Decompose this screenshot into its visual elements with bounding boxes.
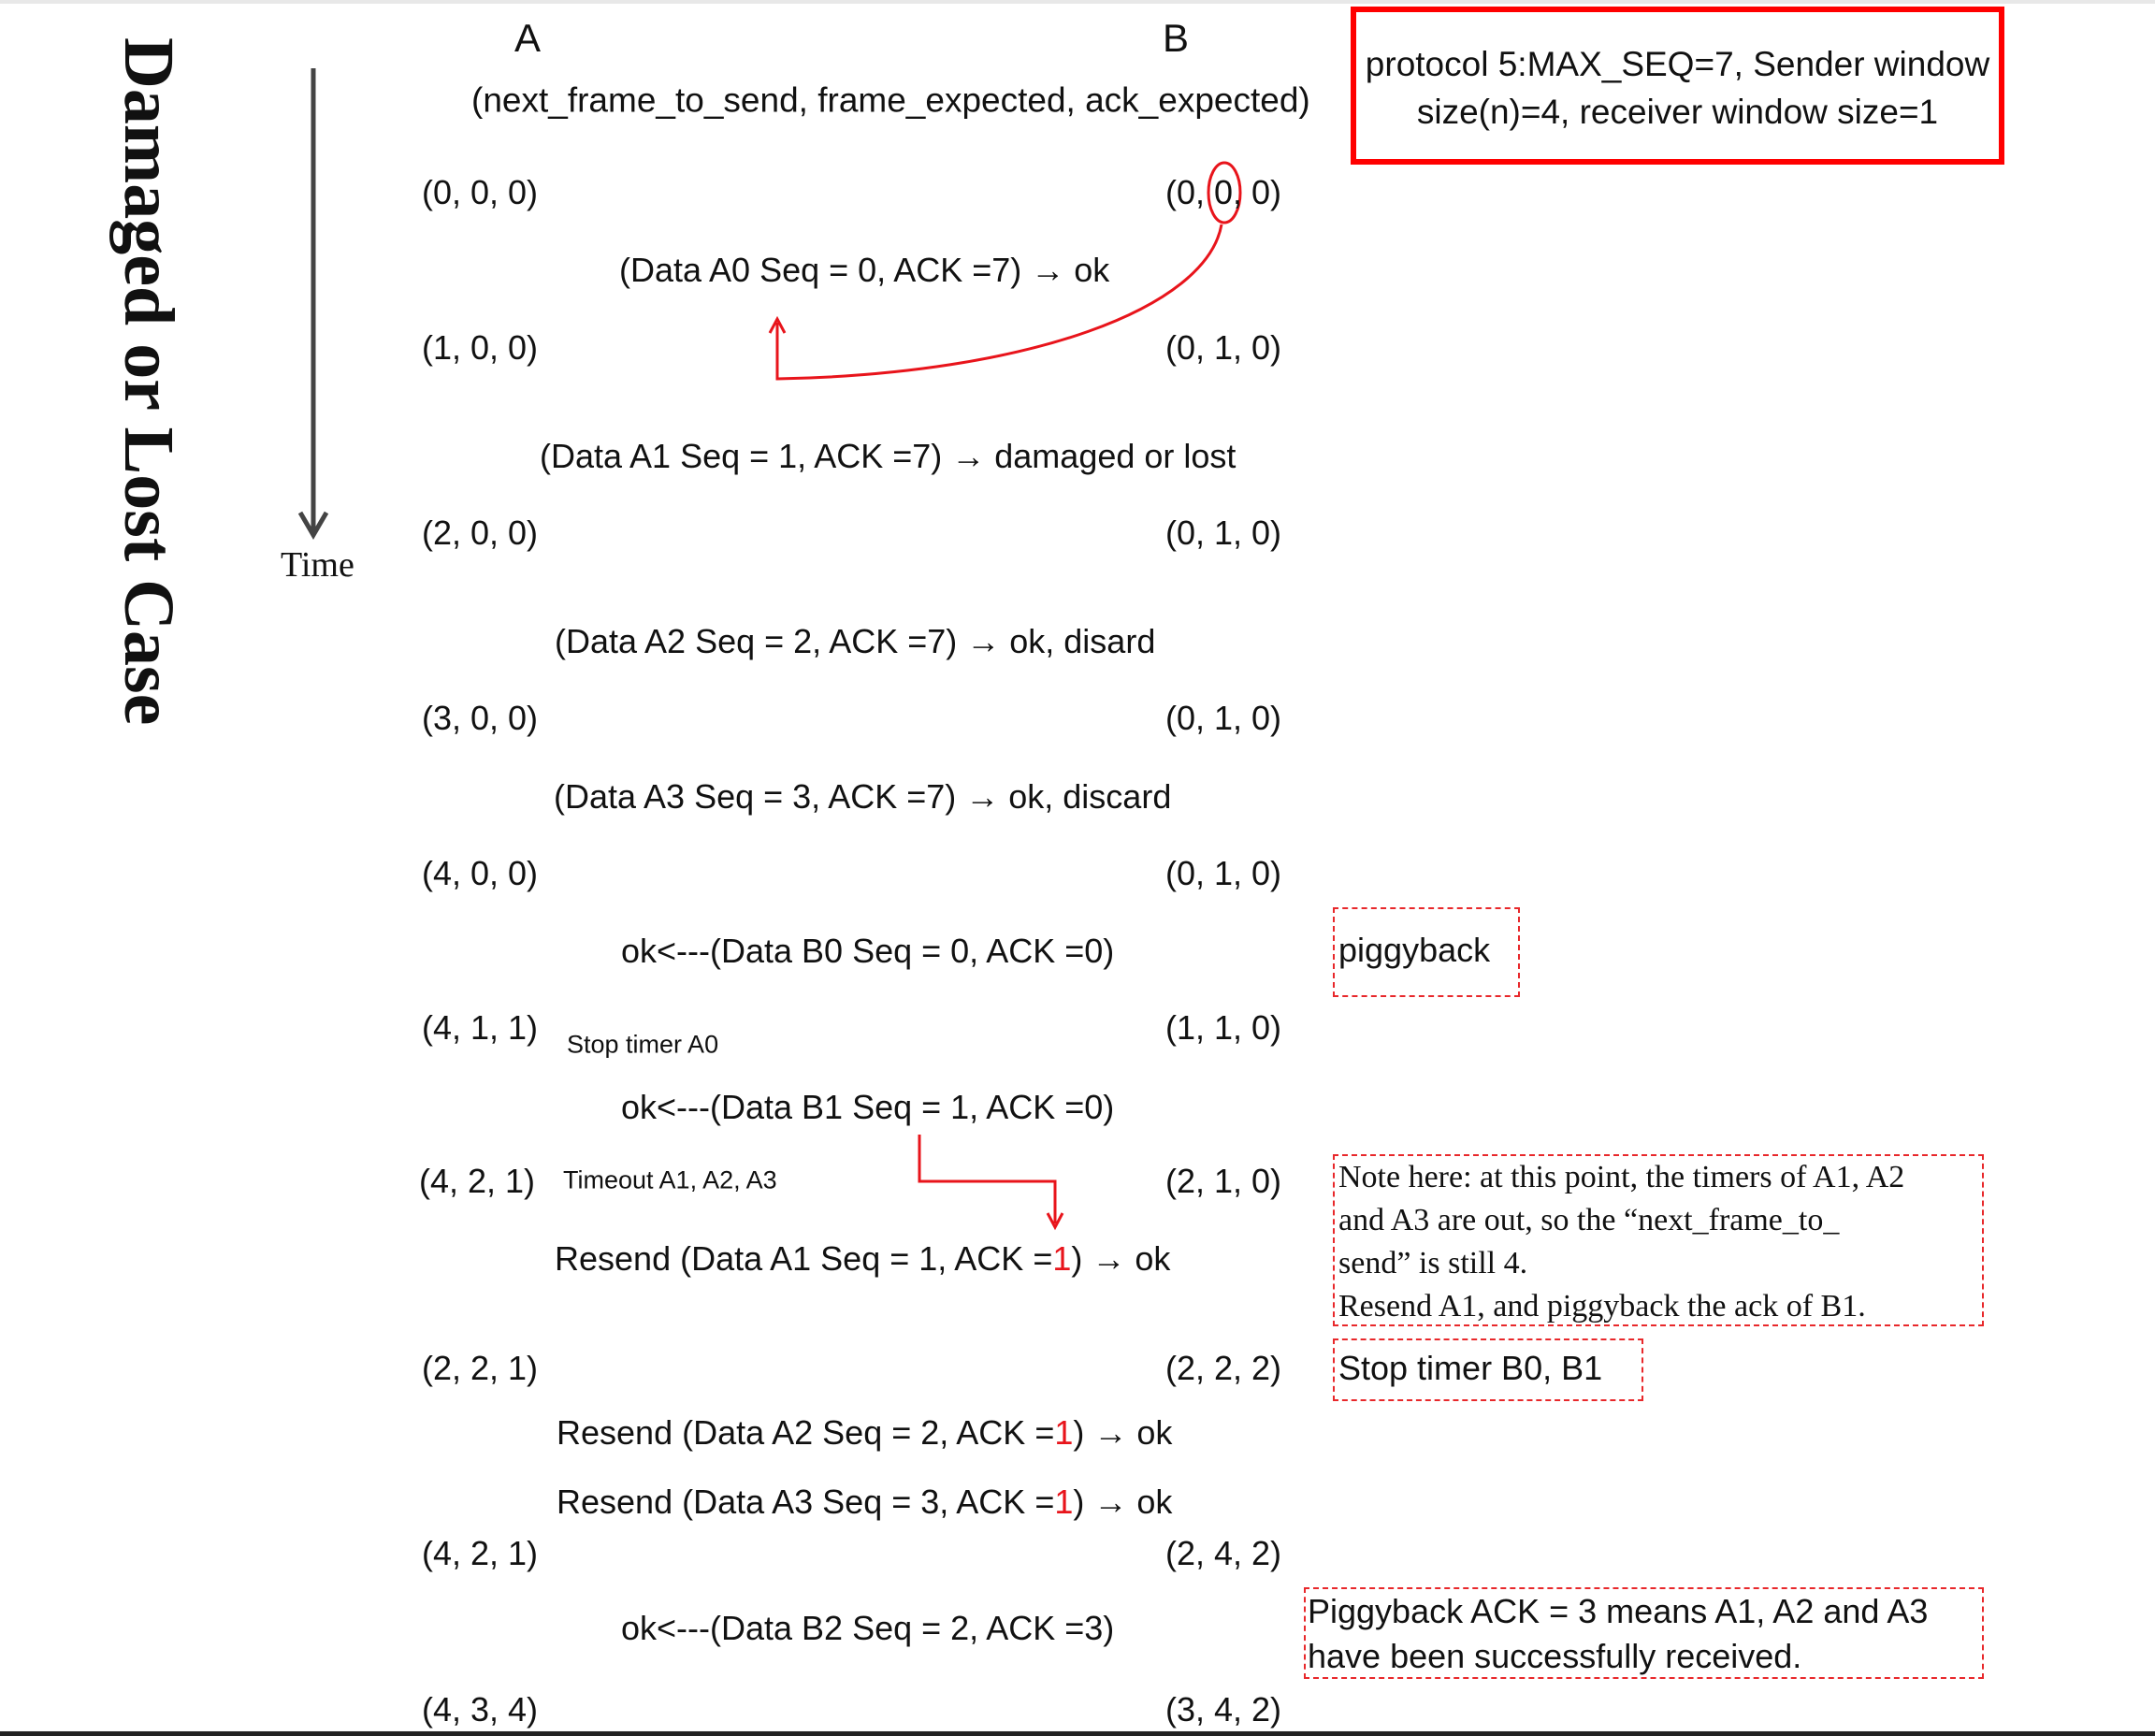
note-line: and A3 are out, so the “next_frame_to_ — [1338, 1203, 1840, 1237]
message: Resend (Data A3 Seq = 3, ACK =1) → ok — [557, 1485, 1172, 1519]
state-a: (2, 2, 1) — [422, 1349, 539, 1387]
state-b: (2, 4, 2) — [1165, 1534, 1282, 1572]
state-b: (0, 0, 0) — [1165, 173, 1282, 211]
note-line: have been successfully received. — [1308, 1637, 1802, 1675]
message-text: ok<---(Data B1 Seq = 1, ACK =0) — [621, 1088, 1115, 1126]
bottom-border — [0, 1731, 2155, 1736]
message-text: Resend (Data A1 Seq = 1, ACK = — [555, 1239, 1053, 1278]
piggyback-ack-box: Piggyback ACK = 3 means A1, A2 and A3 ha… — [1304, 1587, 1984, 1679]
state-b: (3, 4, 2) — [1165, 1690, 1282, 1729]
message: Resend (Data A2 Seq = 2, ACK =1) → ok — [557, 1416, 1172, 1450]
state-b: (2, 2, 2) — [1165, 1349, 1282, 1387]
note-line: Note here: at this point, the timers of … — [1338, 1160, 1905, 1194]
state-b: (0, 1, 0) — [1165, 328, 1282, 367]
stop-timer-a0-note: Stop timer A0 — [567, 1030, 719, 1059]
state-a: (4, 1, 1) — [422, 1008, 539, 1047]
protocol-line-2: size(n)=4, receiver window size=1 — [1416, 93, 1939, 131]
ack-value: 1 — [1054, 1483, 1074, 1521]
state-b: (0, 1, 0) — [1165, 854, 1282, 892]
state-b: (0, 1, 0) — [1165, 514, 1282, 552]
message-text: ok<---(Data B2 Seq = 2, ACK =3) — [621, 1609, 1115, 1647]
state-b: (2, 1, 0) — [1165, 1162, 1282, 1200]
note-line: Piggyback ACK = 3 means A1, A2 and A3 — [1308, 1592, 1929, 1630]
ack-b1-arrowhead-icon — [1046, 1212, 1064, 1231]
state-a: (4, 0, 0) — [422, 854, 539, 892]
note-line: Resend A1, and piggyback the ack of B1. — [1338, 1289, 1866, 1324]
ack-b1-arrow — [918, 1135, 1057, 1223]
ack-arrowhead-icon — [768, 315, 787, 334]
message-text: Resend (Data A2 Seq = 2, ACK = — [557, 1413, 1055, 1452]
state-b: (1, 1, 0) — [1165, 1008, 1282, 1047]
time-arrowhead-icon — [297, 511, 329, 540]
state-a: (1, 0, 0) — [422, 328, 539, 367]
protocol-line-1: protocol 5:MAX_SEQ=7, Sender window — [1365, 45, 1990, 83]
message-text: (Data A0 Seq = 0, ACK =7) → ok — [619, 251, 1110, 289]
ack-value: 1 — [1054, 1413, 1074, 1452]
message-text: (Data A2 Seq = 2, ACK =7) → ok, disard — [555, 622, 1156, 660]
column-a-label: A — [514, 16, 542, 60]
stop-timer-b-box: Stop timer B0, B1 — [1333, 1338, 1643, 1401]
note-line: send” is still 4. — [1338, 1246, 1528, 1280]
state-b: (0, 1, 0) — [1165, 699, 1282, 737]
message-text: Resend (Data A3 Seq = 3, ACK = — [557, 1483, 1055, 1521]
state-a: (4, 2, 1) — [422, 1534, 539, 1572]
timer-note-box: Note here: at this point, the timers of … — [1333, 1154, 1984, 1326]
top-border — [0, 0, 2155, 4]
tuple-header: (next_frame_to_send, frame_expected, ack… — [471, 80, 1310, 120]
state-a: (3, 0, 0) — [422, 699, 539, 737]
message: ok<---(Data B2 Seq = 2, ACK =3) — [621, 1612, 1114, 1645]
stop-timer-b-note: Stop timer B0, B1 — [1338, 1349, 1603, 1387]
message-text: ) → ok — [1073, 1483, 1173, 1521]
message-text: ) → ok — [1071, 1239, 1171, 1278]
time-label: Time — [281, 545, 354, 585]
piggyback-note: piggyback — [1338, 931, 1491, 969]
column-b-label: B — [1163, 16, 1190, 60]
ack-curve-arrow — [775, 224, 1223, 381]
message: (Data A0 Seq = 0, ACK =7) → ok — [619, 253, 1109, 287]
state-a: (2, 0, 0) — [422, 514, 539, 552]
ack-value: 1 — [1052, 1239, 1072, 1278]
state-a: (0, 0, 0) — [422, 173, 539, 211]
message-text: ) → ok — [1073, 1413, 1173, 1452]
message: ok<---(Data B1 Seq = 1, ACK =0) — [621, 1091, 1114, 1124]
protocol-box: protocol 5:MAX_SEQ=7, Sender window size… — [1351, 7, 2004, 165]
message: (Data A2 Seq = 2, ACK =7) → ok, disard — [555, 625, 1155, 658]
frame-expected-highlight — [1207, 161, 1242, 224]
message-text: (Data A3 Seq = 3, ACK =7) → ok, discard — [554, 777, 1172, 816]
message: (Data A1 Seq = 1, ACK =7) → damaged or l… — [540, 440, 1236, 473]
message-text: (Data A1 Seq = 1, ACK =7) → damaged or l… — [540, 437, 1237, 475]
message-text: ok<---(Data B0 Seq = 0, ACK =0) — [621, 932, 1115, 970]
piggyback-note-box: piggyback — [1333, 907, 1520, 997]
message: Resend (Data A1 Seq = 1, ACK =1) → ok — [555, 1242, 1170, 1276]
timeout-note: Timeout A1, A2, A3 — [563, 1165, 777, 1194]
message: (Data A3 Seq = 3, ACK =7) → ok, discard — [554, 780, 1171, 814]
state-a: (4, 3, 4) — [422, 1690, 539, 1729]
state-a: (4, 2, 1) — [419, 1162, 536, 1200]
message: ok<---(Data B0 Seq = 0, ACK =0) — [621, 934, 1114, 968]
